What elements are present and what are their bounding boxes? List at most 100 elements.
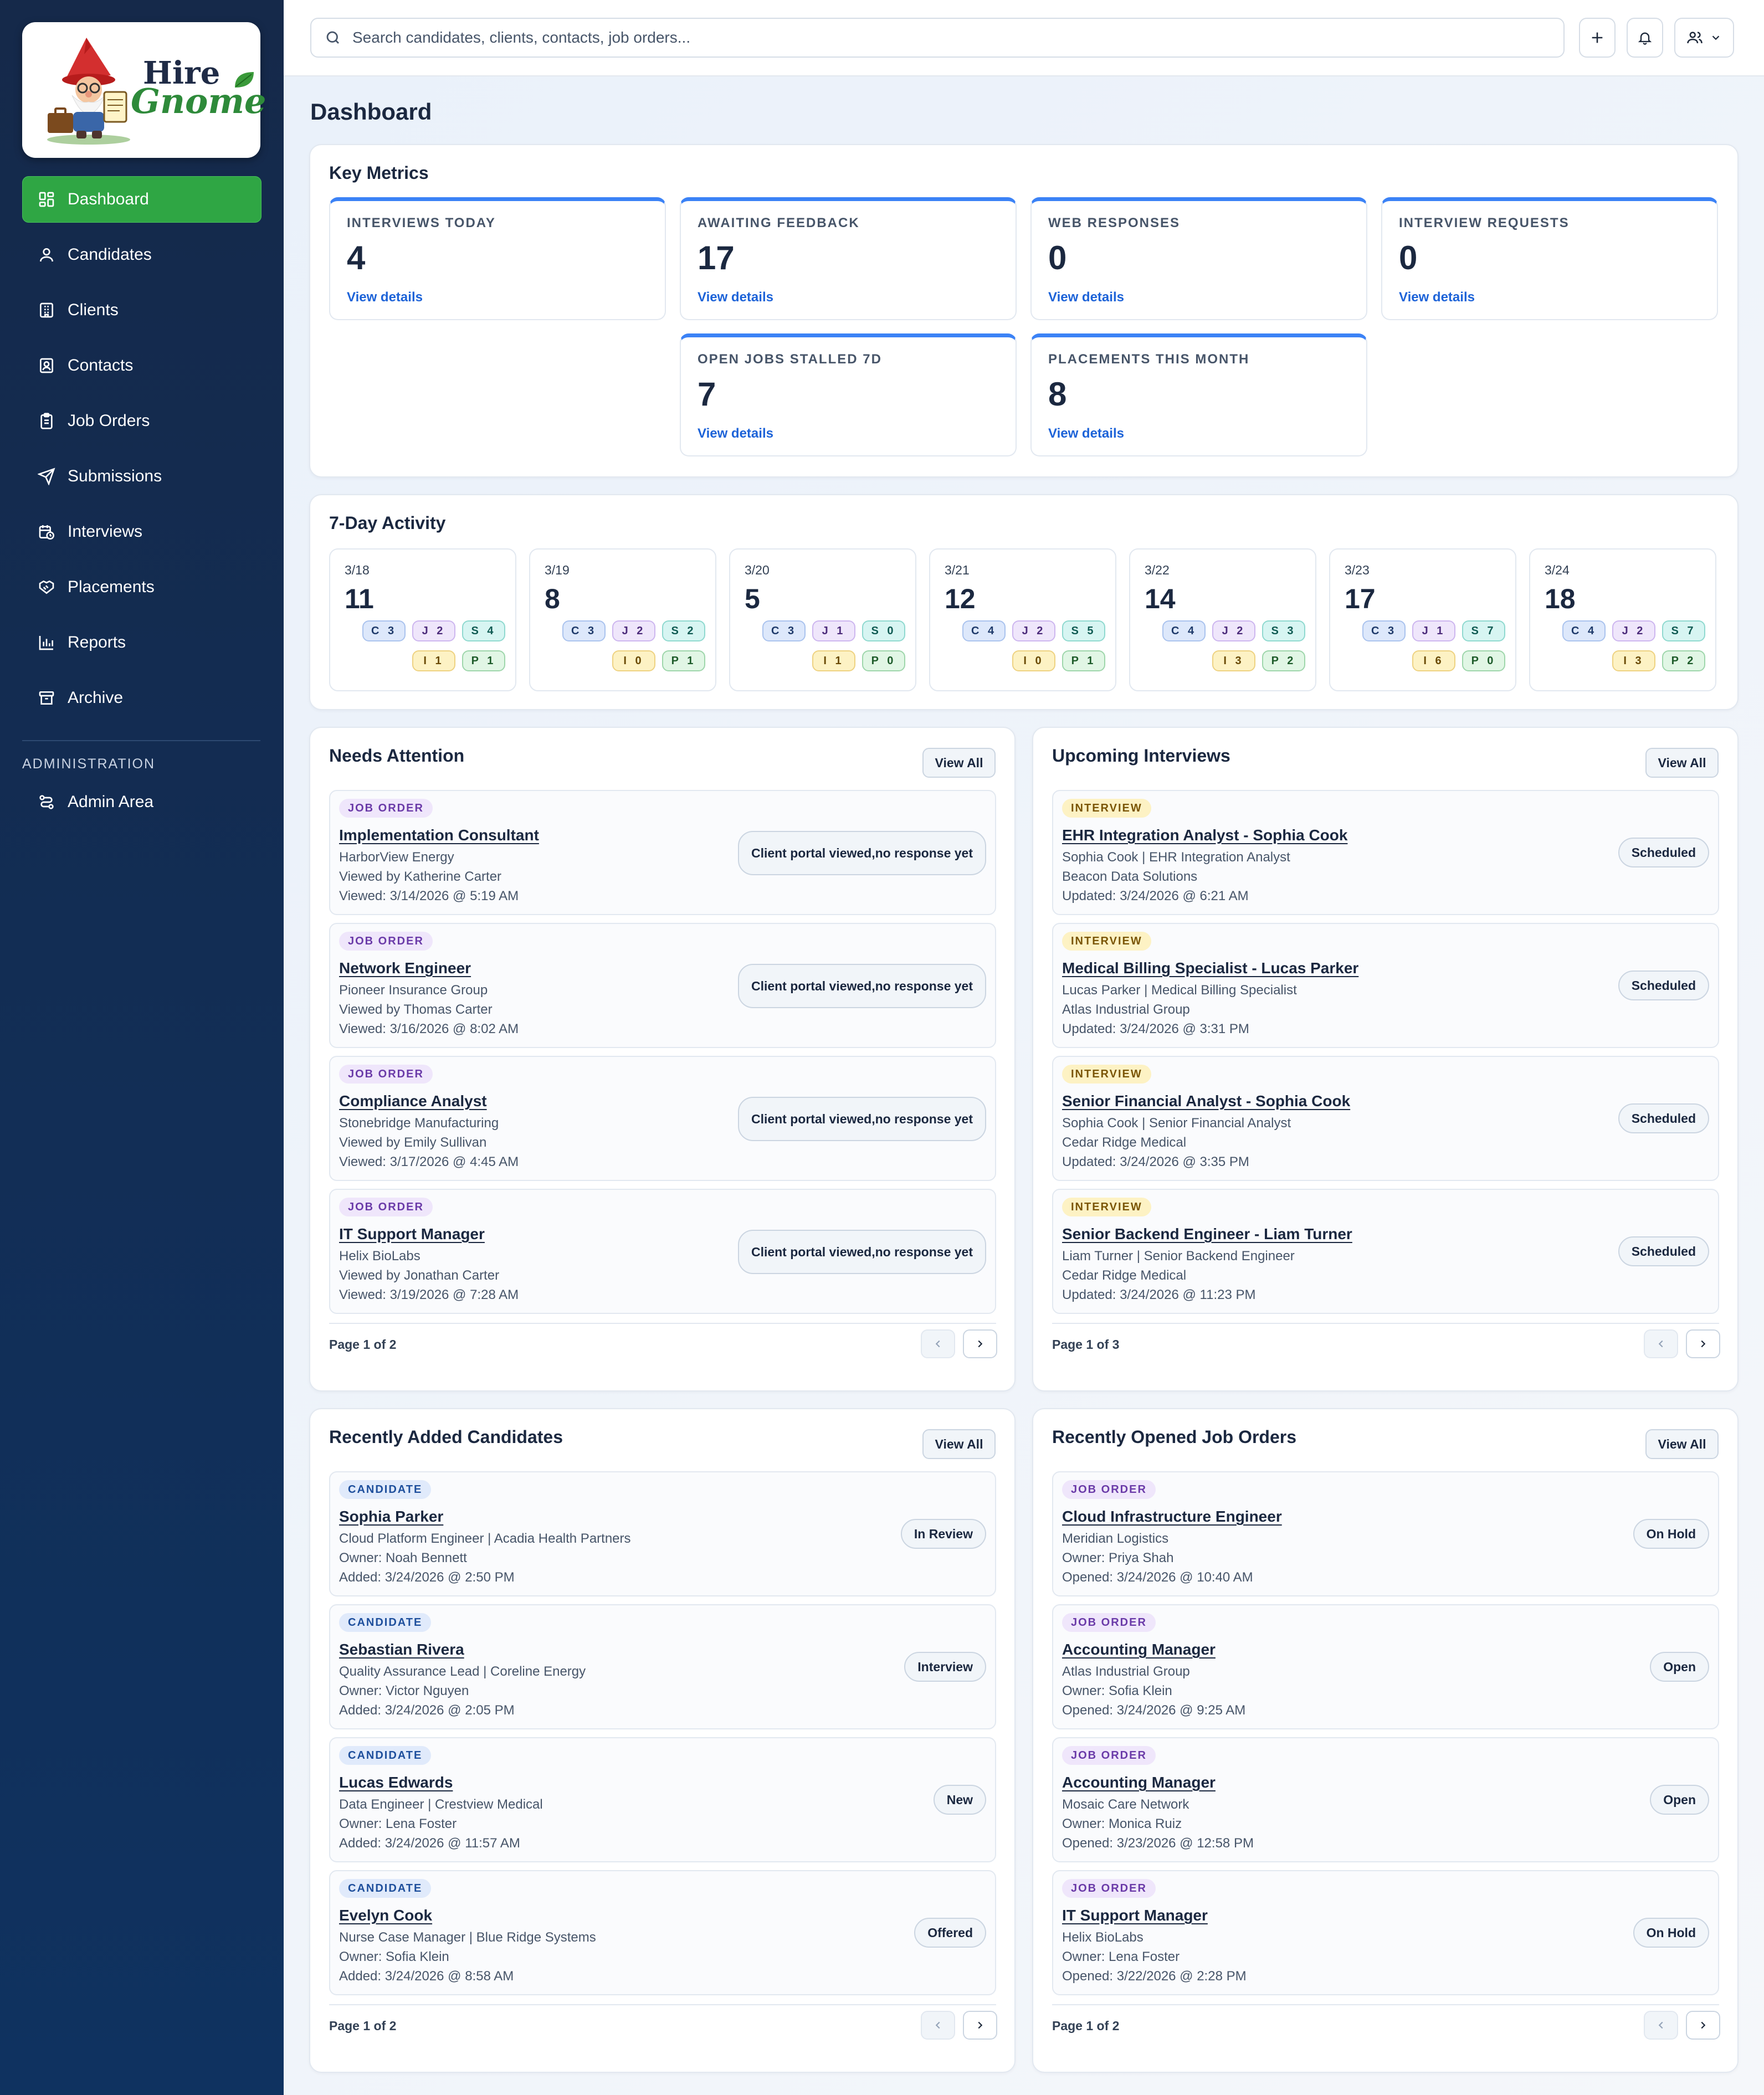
activity-day[interactable]: 3/24 18 C 4 J 2 S 7 I 3 P 2 <box>1529 548 1716 691</box>
item-detail: Owner: Victor Nguyen <box>339 1683 469 1698</box>
list-item[interactable]: JOB ORDER Network Engineer Pioneer Insuran… <box>329 923 996 1048</box>
notifications-button[interactable] <box>1627 18 1663 58</box>
next-page-button[interactable] <box>1686 2011 1720 2040</box>
sidebar-item-dashboard[interactable]: Dashboard <box>22 176 261 223</box>
key-metrics-title: Key Metrics <box>329 163 429 183</box>
activity-day[interactable]: 3/21 12 C 4 J 2 S 5 I 0 P 1 <box>929 548 1116 691</box>
list-item[interactable]: JOB ORDER Accounting Manager Atlas Industr… <box>1052 1604 1719 1729</box>
view-all-button[interactable]: View All <box>922 1429 996 1459</box>
user-menu-button[interactable] <box>1674 18 1734 58</box>
sidebar-item-archive[interactable]: Archive <box>22 675 261 721</box>
item-title-link[interactable]: Lucas Edwards <box>339 1774 453 1791</box>
list-item[interactable]: INTERVIEW Medical Billing Specialist - Lu… <box>1052 923 1719 1048</box>
metric-placements-this-month[interactable]: PLACEMENTS THIS MONTH 8 View details <box>1030 333 1367 456</box>
previous-page-button[interactable] <box>921 2011 955 2040</box>
item-title-link[interactable]: Senior Financial Analyst - Sophia Cook <box>1062 1092 1351 1110</box>
item-title-link[interactable]: Implementation Consultant <box>339 826 539 844</box>
status-badge: Scheduled <box>1618 838 1709 867</box>
add-button[interactable] <box>1579 18 1616 58</box>
list-item[interactable]: CANDIDATE Evelyn Cook Nurse Case Manager |… <box>329 1870 996 1995</box>
activity-count-pill: C 3 <box>1362 620 1406 641</box>
view-all-button[interactable]: View All <box>1645 748 1719 778</box>
list-item[interactable]: JOB ORDER IT Support Manager Helix BioLabs… <box>329 1189 996 1314</box>
status-badge: Interview <box>904 1652 986 1682</box>
previous-page-button[interactable] <box>1644 2011 1678 2040</box>
metric-open-jobs-stalled[interactable]: OPEN JOBS STALLED 7D 7 View details <box>680 333 1017 456</box>
global-search[interactable]: Search candidates, clients, contacts, jo… <box>310 18 1565 58</box>
view-all-button[interactable]: View All <box>1645 1429 1719 1459</box>
item-detail: Owner: Sofia Klein <box>1062 1683 1172 1698</box>
item-title-link[interactable]: Evelyn Cook <box>339 1907 433 1924</box>
brand-logo[interactable]: Hire Gnome <box>22 22 266 158</box>
item-type-badge: JOB ORDER <box>339 799 433 818</box>
item-title-link[interactable]: Senior Backend Engineer - Liam Turner <box>1062 1225 1352 1242</box>
list-item[interactable]: INTERVIEW Senior Backend Engineer - Liam … <box>1052 1189 1719 1314</box>
metric-awaiting-feedback[interactable]: AWAITING FEEDBACK 17 View details <box>680 197 1017 320</box>
view-details-link[interactable]: View details <box>1399 290 1475 305</box>
next-page-button[interactable] <box>963 2011 997 2040</box>
list-item[interactable]: CANDIDATE Sophia Parker Cloud Platform Eng… <box>329 1471 996 1596</box>
activity-count-pill: C 4 <box>962 620 1006 641</box>
metric-interview-requests[interactable]: INTERVIEW REQUESTS 0 View details <box>1381 197 1718 320</box>
metric-interviews-today[interactable]: INTERVIEWS TODAY 4 View details <box>329 197 666 320</box>
sidebar-item-placements[interactable]: Placements <box>22 564 261 610</box>
view-details-link[interactable]: View details <box>698 290 773 305</box>
activity-day[interactable]: 3/22 14 C 4 J 2 S 3 I 3 P 2 <box>1129 548 1316 691</box>
status-text: Client portal viewed, <box>751 846 875 860</box>
sidebar-item-admin-area[interactable]: Admin Area <box>22 779 260 825</box>
activity-count-pill: C 3 <box>762 620 806 641</box>
chevron-right-icon <box>1701 1340 1706 1348</box>
view-details-link[interactable]: View details <box>698 426 773 441</box>
sidebar-item-job-orders[interactable]: Job Orders <box>22 398 261 444</box>
list-item[interactable]: JOB ORDER Compliance Analyst Stonebridge M… <box>329 1056 996 1181</box>
list-item[interactable]: JOB ORDER IT Support Manager Helix BioLabs… <box>1052 1870 1719 1995</box>
next-page-button[interactable] <box>1686 1329 1720 1358</box>
activity-day[interactable]: 3/19 8 C 3 J 2 S 2 I 0 P 1 <box>529 548 716 691</box>
item-title-link[interactable]: Sophia Parker <box>339 1508 444 1525</box>
item-title-link[interactable]: Cloud Infrastructure Engineer <box>1062 1508 1282 1525</box>
list-item[interactable]: JOB ORDER Implementation Consultant Harbor… <box>329 790 996 915</box>
list-item[interactable]: INTERVIEW Senior Financial Analyst - Soph… <box>1052 1056 1719 1181</box>
status-badge: Open <box>1650 1785 1709 1815</box>
metric-web-responses[interactable]: WEB RESPONSES 0 View details <box>1030 197 1367 320</box>
sidebar-item-contacts[interactable]: Contacts <box>22 342 261 389</box>
previous-page-button[interactable] <box>1644 1329 1678 1358</box>
item-title-link[interactable]: Sebastian Rivera <box>339 1641 464 1658</box>
sidebar-item-interviews[interactable]: Interviews <box>22 509 261 555</box>
view-all-button[interactable]: View All <box>922 748 996 778</box>
view-details-link[interactable]: View details <box>1048 290 1124 305</box>
item-title-link[interactable]: EHR Integration Analyst - Sophia Cook <box>1062 826 1348 844</box>
activity-day[interactable]: 3/20 5 C 3 J 1 S 0 I 1 P 0 <box>729 548 916 691</box>
activity-day[interactable]: 3/23 17 C 3 J 1 S 7 I 6 P 0 <box>1329 548 1516 691</box>
item-title-link[interactable]: Accounting Manager <box>1062 1641 1216 1658</box>
status-badge: Client portal viewed, no response yet <box>737 1230 986 1274</box>
activity-count-pill: S 2 <box>662 620 705 641</box>
list-item[interactable]: JOB ORDER Accounting Manager Mosaic Care N… <box>1052 1737 1719 1862</box>
item-title-link[interactable]: IT Support Manager <box>339 1225 485 1242</box>
activity-count-pill: I 0 <box>612 650 655 671</box>
sidebar-item-submissions[interactable]: Submissions <box>22 453 261 500</box>
list-item[interactable]: INTERVIEW EHR Integration Analyst - Sophi… <box>1052 790 1719 915</box>
sidebar-item-label: Candidates <box>68 245 152 264</box>
activity-count-pill: C 4 <box>1562 620 1606 641</box>
item-title-link[interactable]: Medical Billing Specialist - Lucas Parke… <box>1062 959 1359 977</box>
next-page-button[interactable] <box>963 1329 997 1358</box>
list-item[interactable]: JOB ORDER Cloud Infrastructure Engineer Me… <box>1052 1471 1719 1596</box>
item-title-link[interactable]: Accounting Manager <box>1062 1774 1216 1791</box>
calendar-clock-icon <box>39 525 54 540</box>
sidebar-item-candidates[interactable]: Candidates <box>22 232 261 278</box>
list-item[interactable]: CANDIDATE Lucas Edwards Data Engineer | Cr… <box>329 1737 996 1862</box>
item-title-link[interactable]: IT Support Manager <box>1062 1907 1208 1924</box>
item-title-link[interactable]: Network Engineer <box>339 959 471 977</box>
search-icon <box>326 31 339 44</box>
list-item[interactable]: CANDIDATE Sebastian Rivera Quality Assuran… <box>329 1604 996 1729</box>
sidebar-item-clients[interactable]: Clients <box>22 287 261 333</box>
sidebar-item-reports[interactable]: Reports <box>22 619 261 666</box>
view-details-link[interactable]: View details <box>347 290 423 305</box>
previous-page-button[interactable] <box>921 1329 955 1358</box>
activity-count-pill: P 0 <box>1462 650 1505 671</box>
activity-day[interactable]: 3/18 11 C 3 J 2 S 4 I 1 P 1 <box>329 548 516 691</box>
search-input[interactable]: Search candidates, clients, contacts, jo… <box>352 29 691 46</box>
view-details-link[interactable]: View details <box>1048 426 1124 441</box>
item-title-link[interactable]: Compliance Analyst <box>339 1092 487 1110</box>
